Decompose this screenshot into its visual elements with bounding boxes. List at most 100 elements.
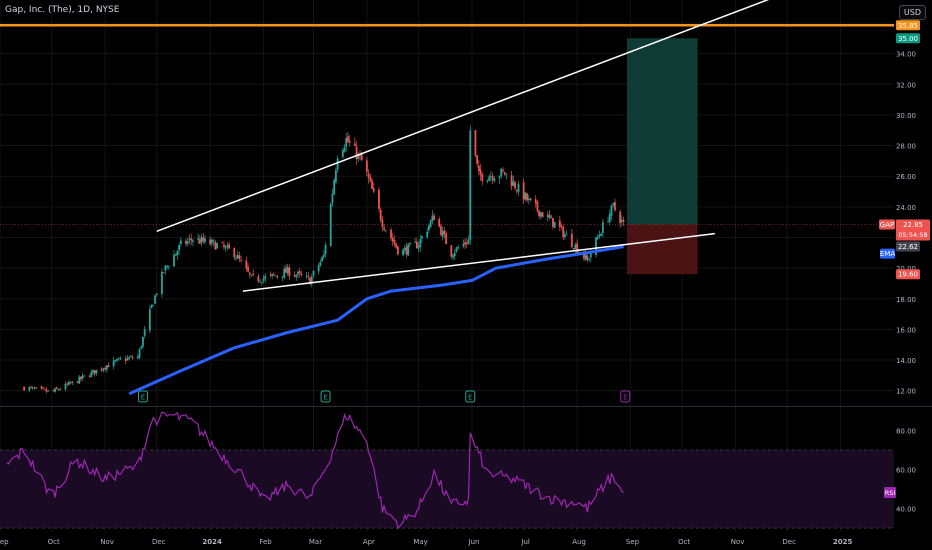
candle-body [512,181,514,186]
candle-body [252,274,254,275]
x-tick-label: Oct [48,538,60,546]
candle-body [318,265,320,271]
candle-body [288,268,290,276]
resistance-price-label: 35.85 [898,22,918,30]
candle-body [201,237,203,243]
candle-body [271,274,273,276]
candle-body [28,387,30,390]
candle-body [30,387,32,388]
candle-body [574,245,576,249]
x-tick-label: Aug [572,538,586,546]
candle-body [154,295,156,303]
candle-body [164,266,166,271]
candle-body [385,230,387,231]
y-tick-label: 18.00 [896,296,916,304]
candle-body [301,274,303,275]
ema-label: EMA [880,250,895,258]
candle-body [349,141,351,143]
candle-body [366,160,368,171]
candle-body [175,254,177,256]
candle-body [590,254,592,258]
ema-price-label: 22.62 [898,243,918,251]
candle-body [528,198,530,199]
candle-body [319,262,321,266]
candle-body [476,155,478,164]
candle-body [433,216,435,220]
candle-body [214,242,216,250]
candle-body [92,370,94,372]
candle-body [419,239,421,247]
y-tick-label: 28.00 [896,143,916,151]
candle-body [180,241,182,244]
candle-body [552,218,554,227]
x-tick-label: Sep [0,538,9,546]
candle-body [418,246,420,249]
candle-body [333,180,335,194]
candle-body [259,281,261,282]
candle-body [530,198,532,200]
candle-body [550,217,552,219]
candle-body [189,238,191,239]
y-tick-label: 24.00 [896,204,916,212]
candle-body [493,179,495,182]
candle-body [34,388,36,389]
currency-button[interactable]: USD [899,5,926,20]
x-tick-label: Dec [782,538,796,546]
candle-body [335,170,337,182]
candle-body [456,247,458,251]
candle-body [480,170,482,176]
candle-body [409,243,411,244]
candle-body [297,272,299,274]
candle-body [414,242,416,243]
candle-body [90,372,92,377]
candle-body [466,243,468,245]
candle-body [538,210,540,216]
candle-body [609,214,611,222]
candle-body [416,242,418,249]
candle-body [602,222,604,233]
candle-body [32,387,34,388]
candle-body [354,144,356,146]
candle-body [144,329,146,336]
rsi-label: RSI [885,489,896,497]
candle-body [71,381,73,382]
x-tick-label: Jul [520,538,530,546]
candle-body [89,376,91,377]
candle-body [251,275,253,276]
candle-body [273,274,275,275]
candle-body [564,235,566,237]
candle-body [192,240,194,241]
candle-body [323,255,325,257]
candle-body [221,243,223,244]
candle-body [457,247,459,248]
candle-body [178,245,180,250]
x-tick-label: Feb [259,538,272,546]
candle-body [585,254,587,260]
candle-body [102,369,104,371]
candle-body [488,177,490,181]
candle-body [211,240,213,243]
candle-body [454,253,456,256]
candle-body [68,382,70,385]
candle-body [47,390,49,391]
candle-body [77,382,79,384]
candle-body [226,245,228,246]
candle-body [140,346,142,348]
candle-body [452,255,454,257]
candle-body [151,305,153,308]
candle-body [321,257,323,261]
candle-body [356,147,358,160]
candle-body [307,276,309,277]
y-tick-label: 32.00 [896,81,916,89]
y-tick-label: 30.00 [896,112,916,120]
candle-body [285,268,287,273]
candle-body [337,158,339,169]
candle-body [295,275,297,277]
candle-body [469,130,471,240]
x-tick-label: Sep [626,538,640,546]
candle-body [82,376,84,379]
candle-body [442,231,444,237]
candle-body [65,384,67,390]
candle-body [332,194,334,204]
